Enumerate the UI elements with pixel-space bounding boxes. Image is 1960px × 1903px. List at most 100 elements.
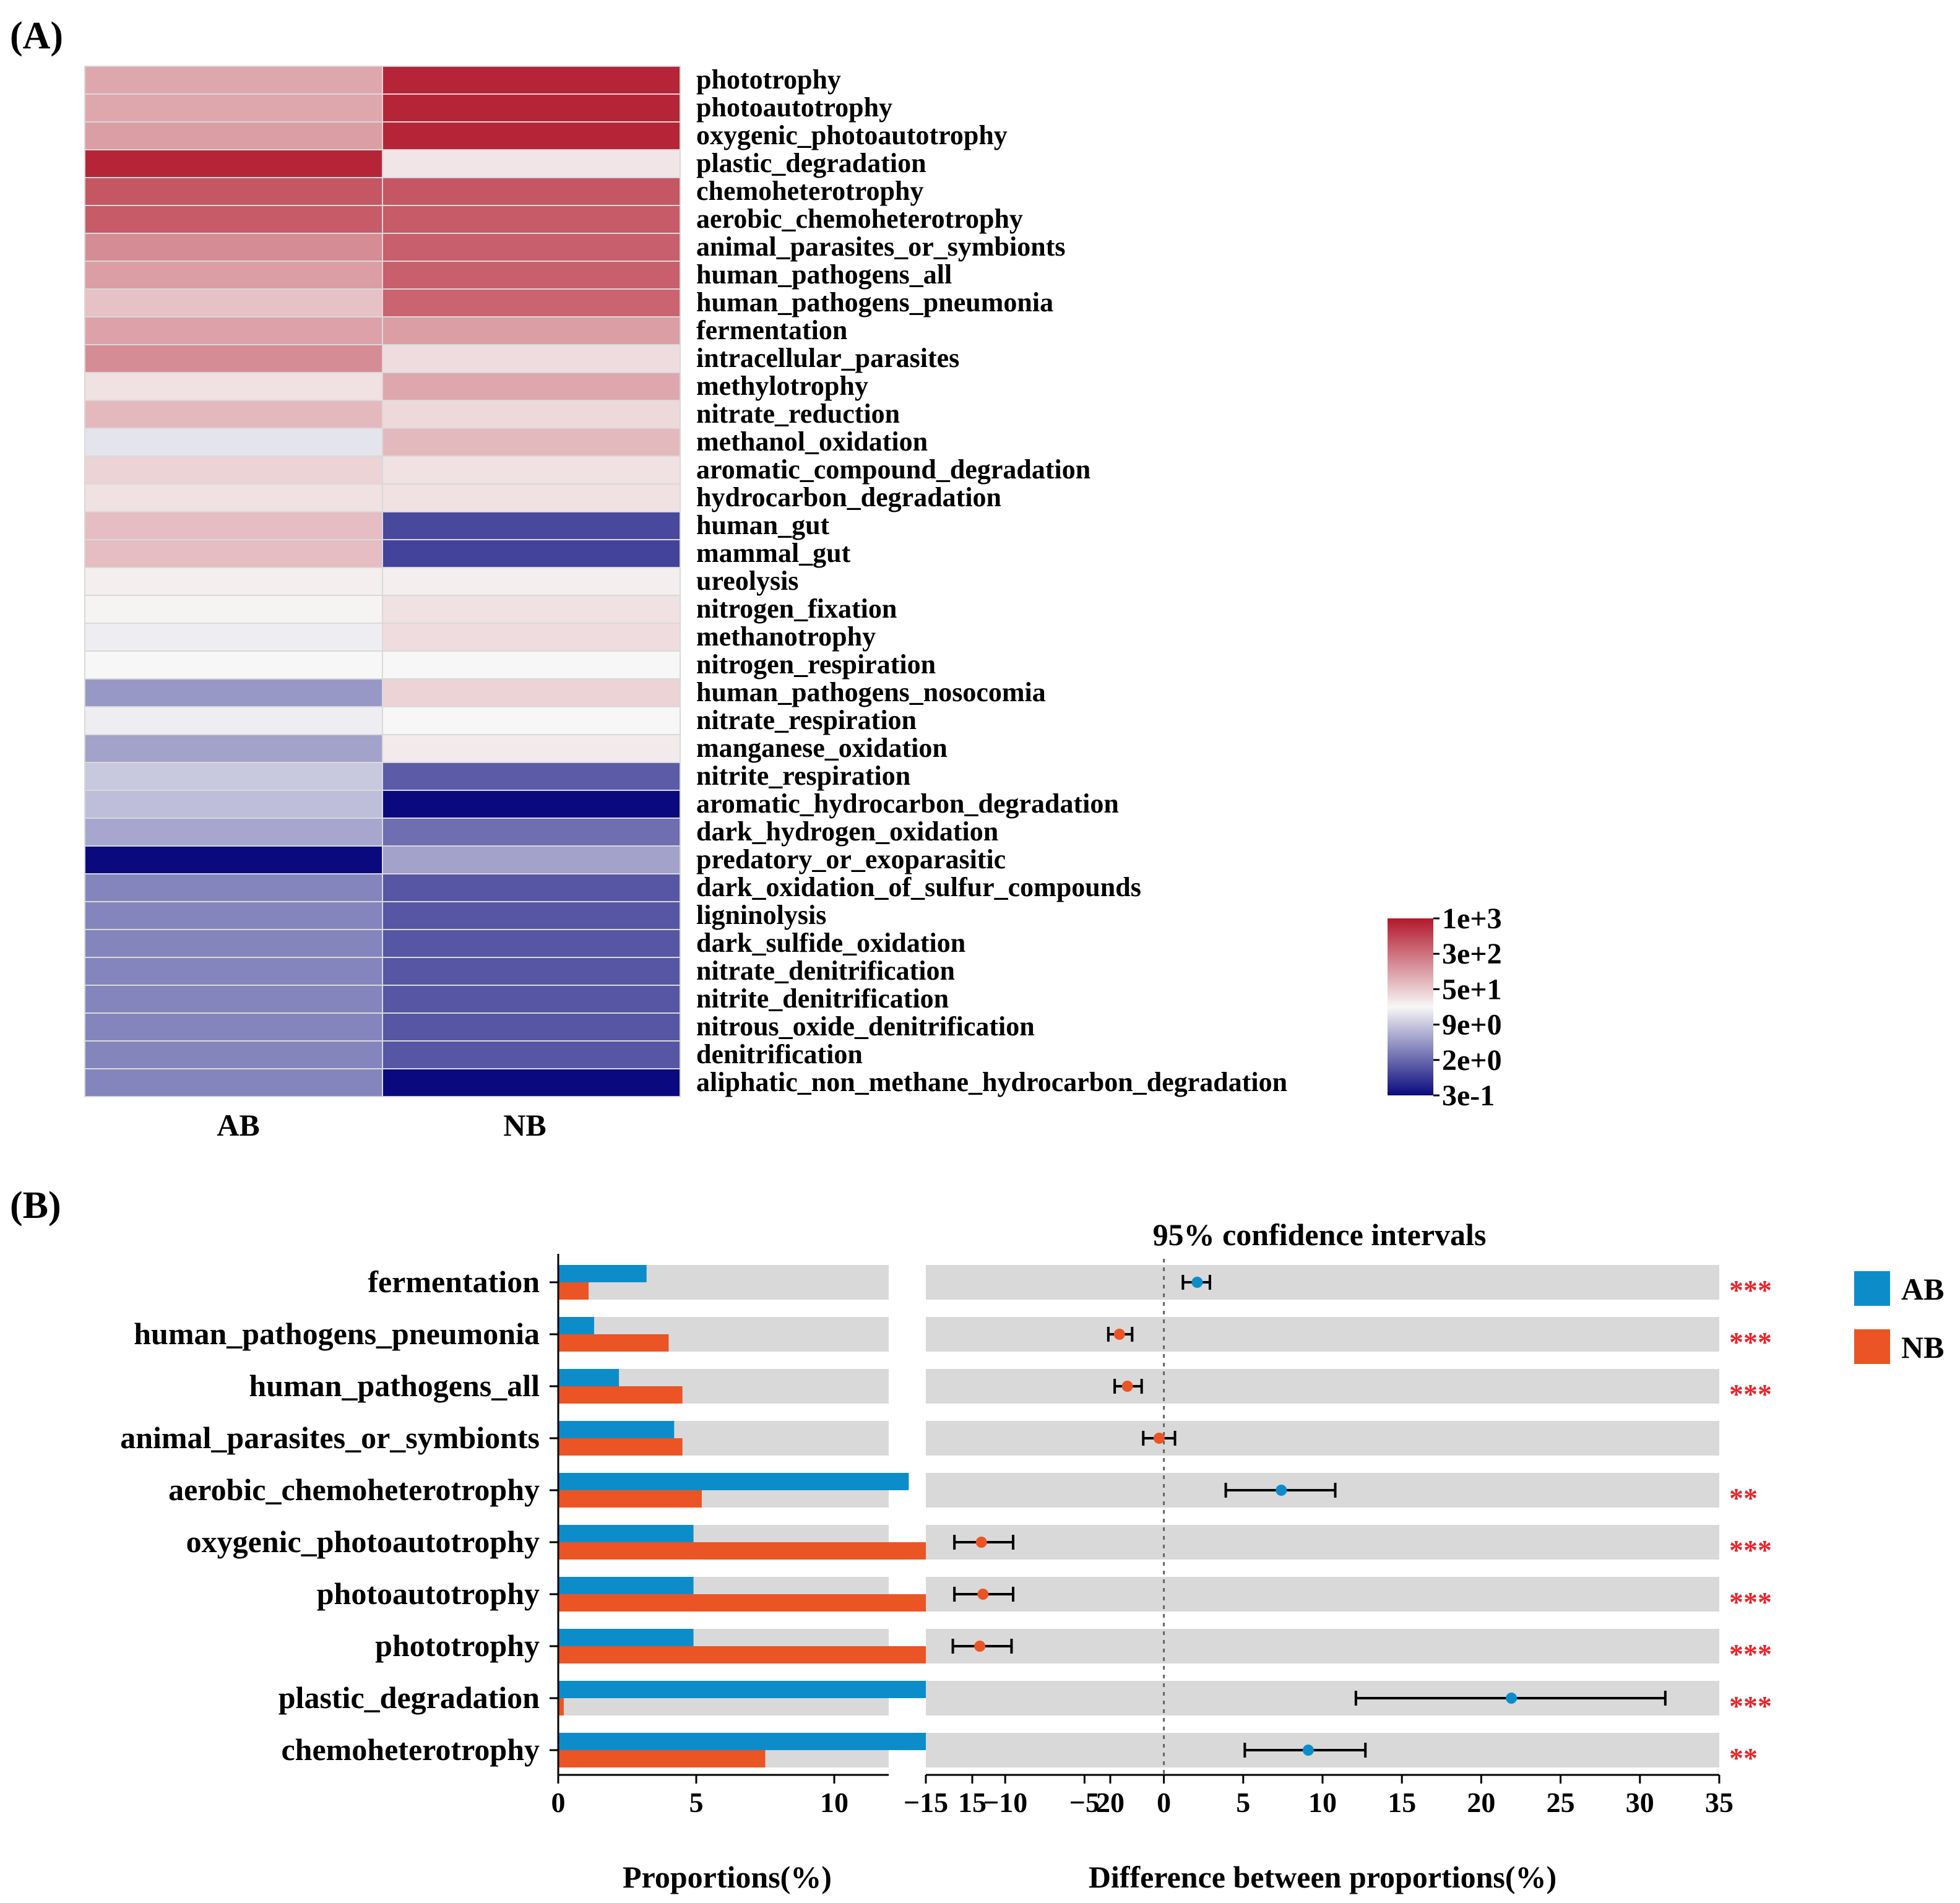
heatmap-row-label: mammal_gut	[696, 538, 851, 568]
x-tick-label: 0	[551, 1787, 566, 1818]
heatmap-cell	[84, 177, 383, 206]
heatmap-cell	[382, 734, 681, 763]
bar-nb	[558, 1750, 766, 1767]
panel-label-b: (B)	[10, 1185, 61, 1227]
bar-nb	[558, 1334, 669, 1352]
bar-nb	[558, 1698, 564, 1715]
category-label: oxygenic_photoautotrophy	[186, 1524, 540, 1559]
heatmap-row-label: dark_hydrogen_oxidation	[696, 816, 998, 847]
ci-row-background	[926, 1421, 1719, 1456]
bar-nb	[558, 1490, 702, 1508]
ci-x-tick-label: 20	[1467, 1787, 1495, 1818]
difference-point	[975, 1537, 987, 1548]
ci-x-tick-label: 25	[1547, 1787, 1575, 1818]
significance-marker: ***	[1729, 1274, 1772, 1306]
legend-swatch-ab	[1854, 1271, 1890, 1306]
heatmap-cell	[382, 261, 681, 290]
bar-ab	[558, 1421, 675, 1438]
category-label: human_pathogens_all	[249, 1368, 540, 1403]
heatmap-cell	[382, 1012, 681, 1042]
heatmap-cell	[84, 93, 383, 123]
heatmap-cell	[84, 316, 383, 345]
heatmap-column-label: NB	[503, 1108, 546, 1142]
heatmap-cell	[382, 66, 681, 95]
heatmap-row-label: phototrophy	[696, 64, 841, 95]
heatmap-cell	[382, 288, 681, 317]
colorbar-tick-label: 3e+2	[1442, 938, 1502, 970]
heatmap-cell	[84, 1040, 383, 1069]
significance-marker: ***	[1729, 1638, 1772, 1670]
heatmap-row-label: fermentation	[696, 315, 847, 345]
x-tick-label: 15	[958, 1787, 986, 1818]
heatmap-cell	[382, 845, 681, 874]
heatmap-cell	[382, 177, 681, 206]
bar-ab	[558, 1577, 694, 1594]
heatmap-row-label: aromatic_hydrocarbon_degradation	[696, 788, 1119, 819]
heatmap-row-label: nitrite_denitrification	[696, 983, 949, 1014]
heatmap-row-label: nitrate_reduction	[696, 399, 900, 429]
category-label: plastic_degradation	[278, 1680, 540, 1715]
bar-ab	[558, 1629, 694, 1646]
bar-ab	[558, 1473, 909, 1490]
legend-label: AB	[1901, 1272, 1944, 1306]
significance-marker: **	[1729, 1742, 1758, 1774]
heatmap-cell	[382, 873, 681, 902]
category-label: human_pathogens_pneumonia	[134, 1316, 540, 1351]
heatmap-cell	[84, 650, 383, 680]
category-label: fermentation	[368, 1264, 540, 1299]
heatmap-cell	[84, 455, 383, 485]
heatmap-cell	[84, 1068, 383, 1097]
heatmap-cell	[382, 1040, 681, 1069]
heatmap-row-label: nitrous_oxide_denitrification	[696, 1011, 1035, 1042]
heatmap-cell	[382, 818, 681, 847]
x-tick-label: 5	[689, 1787, 704, 1818]
heatmap-row-label: human_pathogens_pneumonia	[696, 287, 1053, 317]
heatmap-row-label: ligninolysis	[696, 900, 826, 930]
ci-x-tick-label: −10	[983, 1787, 1027, 1818]
heatmap-cell	[84, 344, 383, 373]
heatmap-row-label: dark_oxidation_of_sulfur_compounds	[696, 872, 1141, 902]
heatmap-cell	[84, 957, 383, 986]
bar-ab	[558, 1525, 694, 1542]
heatmap-cell	[382, 957, 681, 986]
ci-x-tick-label: −15	[904, 1787, 948, 1818]
heatmap-cell	[84, 372, 383, 401]
heatmap-cell	[382, 344, 681, 373]
heatmap-cell	[84, 233, 383, 262]
significance-marker: ***	[1729, 1326, 1772, 1358]
heatmap-cell	[84, 734, 383, 763]
colorbar-tick-label: 5e+1	[1442, 973, 1502, 1006]
heatmap-cell	[84, 790, 383, 819]
heatmap-cell	[382, 567, 681, 596]
bar-nb	[558, 1386, 683, 1404]
ci-x-tick-label: 30	[1626, 1787, 1654, 1818]
heatmap-cell	[84, 567, 383, 596]
heatmap-cell	[84, 873, 383, 902]
heatmap-cell	[84, 261, 383, 290]
bar-nb	[558, 1282, 589, 1300]
colorbar-tick-label: 1e+3	[1442, 902, 1502, 935]
ci-x-axis-label: Difference between proportions(%)	[1089, 1860, 1556, 1894]
heatmap-cell	[84, 288, 383, 317]
heatmap-row-label: aliphatic_non_methane_hydrocarbon_degrad…	[696, 1067, 1287, 1097]
difference-point	[974, 1641, 986, 1652]
heatmap-cell	[382, 762, 681, 791]
heatmap-cell	[84, 929, 383, 958]
difference-point	[1153, 1433, 1165, 1444]
x-tick-label: 10	[820, 1787, 848, 1818]
heatmap-row-label: ureolysis	[696, 566, 798, 596]
heatmap-row-label: aerobic_chemoheterotrophy	[696, 204, 1023, 234]
significance-marker: **	[1729, 1482, 1758, 1514]
significance-marker: ***	[1729, 1378, 1772, 1410]
heatmap-cell	[382, 678, 681, 707]
heatmap-cell	[84, 985, 383, 1014]
panel-label-a: (A)	[10, 15, 63, 57]
heatmap-cell	[382, 929, 681, 958]
heatmap-cell	[382, 985, 681, 1014]
heatmap-row-label: methanotrophy	[696, 621, 876, 652]
heatmap-cell	[382, 205, 681, 234]
heatmap-row-label: nitrite_respiration	[696, 761, 910, 791]
heatmap-cell	[84, 149, 383, 178]
heatmap-cell	[382, 372, 681, 401]
